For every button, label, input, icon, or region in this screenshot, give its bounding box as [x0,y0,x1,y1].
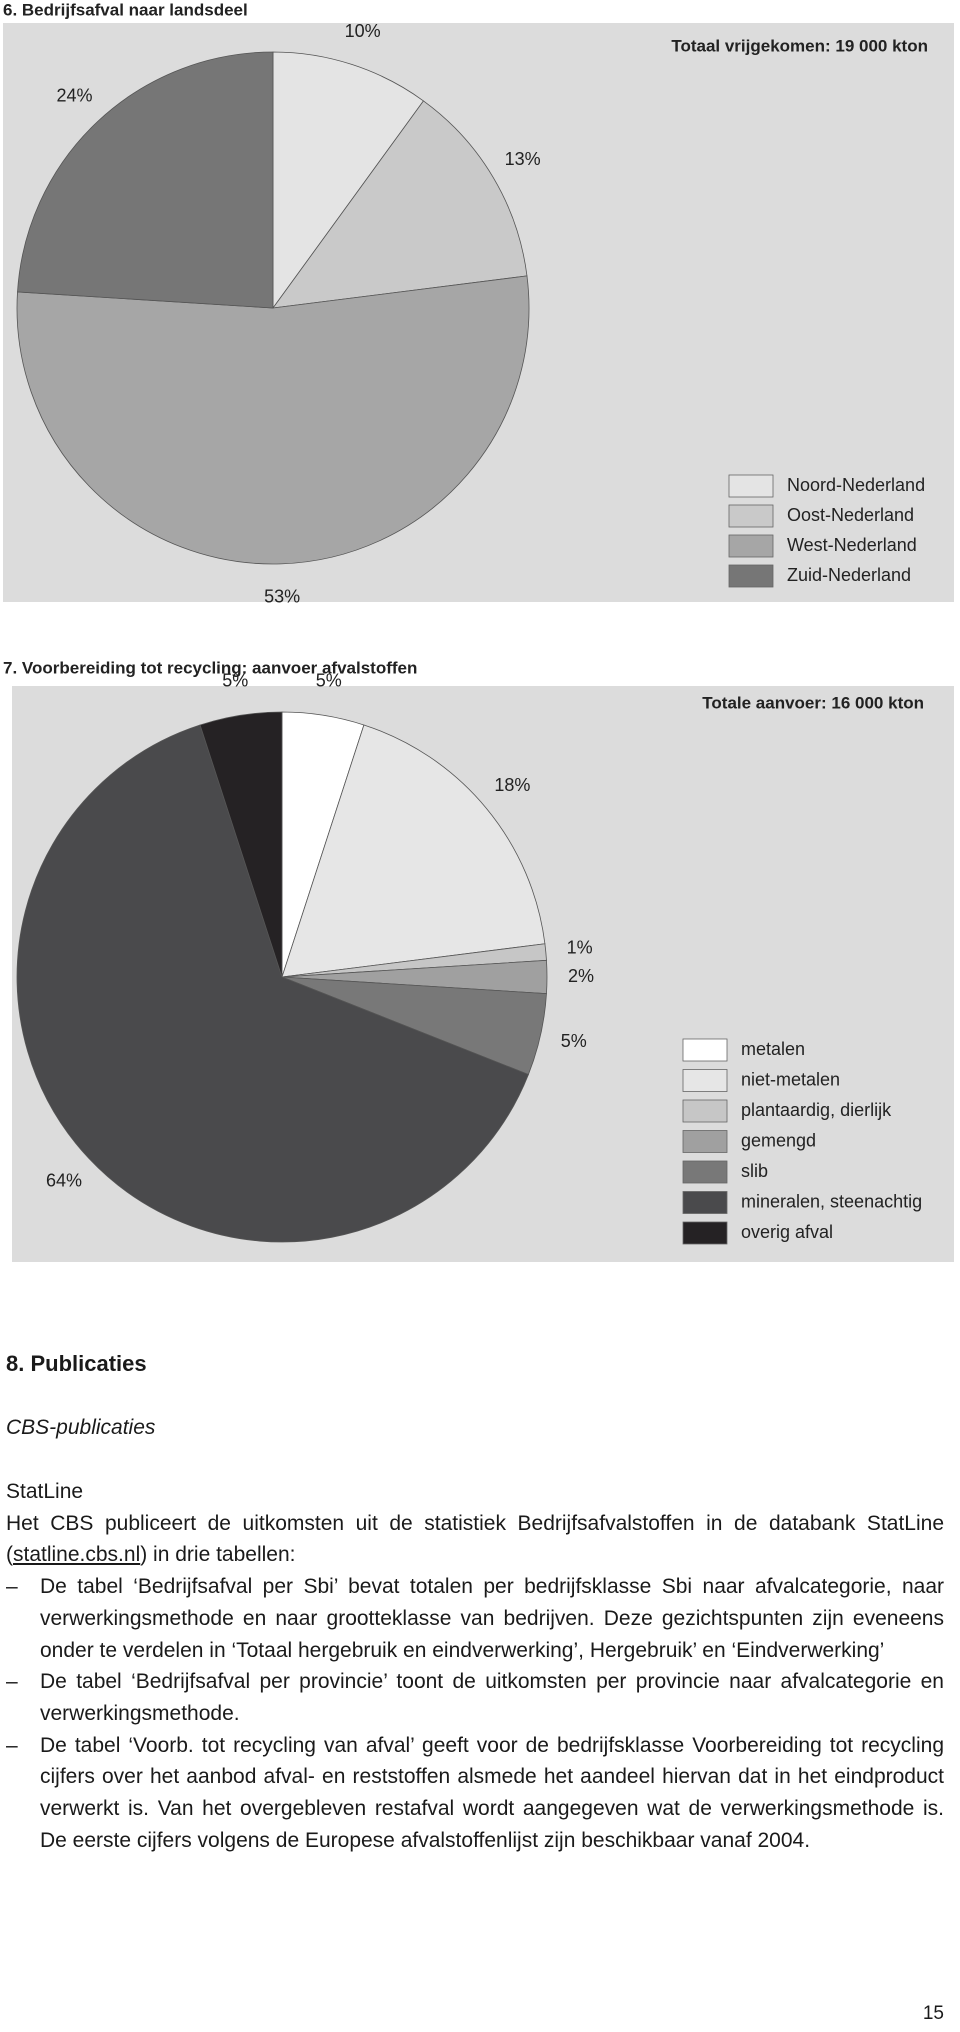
bullet: De tabel ‘Bedrijfsafval per provincie’ t… [6,1666,944,1729]
pie-slice [272,100,528,309]
legend-label: gemengd [741,1130,816,1150]
legend-label: slib [741,1161,768,1181]
legend-label: plantaardig, dierlijk [741,1100,892,1120]
data-label: 24% [56,85,92,105]
data-label: 10% [345,21,381,41]
text: ) in drie tabellen: [140,1543,296,1567]
legend-swatch [728,564,774,588]
legend-label: mineralen, steenachtig [741,1191,922,1211]
annotation: Totaal vrijgekomen: 19 000 kton [671,36,928,55]
pie-slice [199,711,283,978]
data-label: 18% [494,775,530,795]
data-label: 13% [505,149,541,169]
section-heading: 8. Publicaties [6,1351,147,1376]
text-block: StatLine Het CBS publiceert de uitkomste… [6,1476,944,1856]
legend-label: metalen [741,1039,805,1059]
chart-title: 7. Voorbereiding tot recycling: aanvoer … [3,658,417,677]
legend-swatch [682,1130,728,1153]
pie-slice [272,51,425,310]
legend-label: niet-metalen [741,1069,840,1089]
link[interactable]: statline.cbs.nl [13,1543,141,1567]
charts: 6. Bedrijfsafval naar landsdeel Totaal vr… [3,0,954,1262]
data-label: 53% [264,587,300,607]
pie-slice [17,51,274,309]
legend-swatch [728,474,774,498]
data-label: 5% [222,670,248,690]
bullet: De tabel ‘Voorb. tot recycling van afval… [6,1730,944,1857]
legend-label: Zuid-Nederland [787,565,911,585]
pie-slice [16,724,529,1243]
pie-slice [16,275,530,565]
chart-title: 6. Bedrijfsafval naar landsdeel [3,0,248,19]
annotation: Totale aanvoer: 16 000 kton [702,693,924,712]
legend-swatch [682,1038,728,1062]
legend-label: Noord-Nederland [787,475,925,495]
paragraph: Het CBS publiceert de uitkomsten uit de … [6,1508,944,1571]
data-label: 2% [568,966,594,986]
legend-label: overig afval [741,1222,833,1242]
legend-label: Oost-Nederland [787,505,914,525]
data-label: 5% [561,1031,587,1051]
legend-swatch [682,1069,728,1092]
legend-label: West-Nederland [787,535,917,555]
text: Het CBS publiceert de uitkomsten uit de … [6,1511,944,1567]
legend-swatch [682,1221,728,1245]
legend-swatch [682,1160,728,1184]
data-label: 64% [46,1170,82,1190]
legend-swatch [728,504,774,528]
paragraph: StatLine [6,1480,84,1503]
bullet-list: De tabel ‘Bedrijfsafval per Sbi’ bevat t… [6,1571,944,1856]
subheading: CBS-publicaties [6,1416,156,1439]
legend-swatch [728,534,774,558]
legend-swatch [682,1099,728,1123]
bullet: De tabel ‘Bedrijfsafval per Sbi’ bevat t… [6,1571,944,1666]
page-number: 15 [922,2003,944,2024]
pie-slice [281,724,546,978]
legend-swatch [682,1191,728,1214]
data-label: 1% [567,938,593,958]
data-label: 5% [316,670,342,690]
